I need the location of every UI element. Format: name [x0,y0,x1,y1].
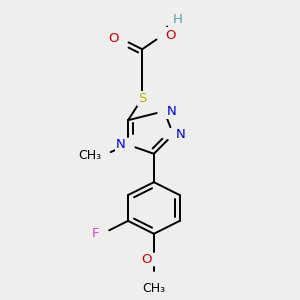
Text: CH₃: CH₃ [78,148,101,162]
Text: CH₃: CH₃ [142,281,165,295]
Text: S: S [138,92,146,105]
Text: O: O [141,253,151,266]
Text: N: N [116,138,125,151]
Text: O: O [166,28,176,41]
Text: N: N [167,105,176,118]
Text: O: O [109,32,119,45]
Text: H: H [173,13,183,26]
Text: F: F [92,227,100,240]
Text: N: N [176,128,186,141]
